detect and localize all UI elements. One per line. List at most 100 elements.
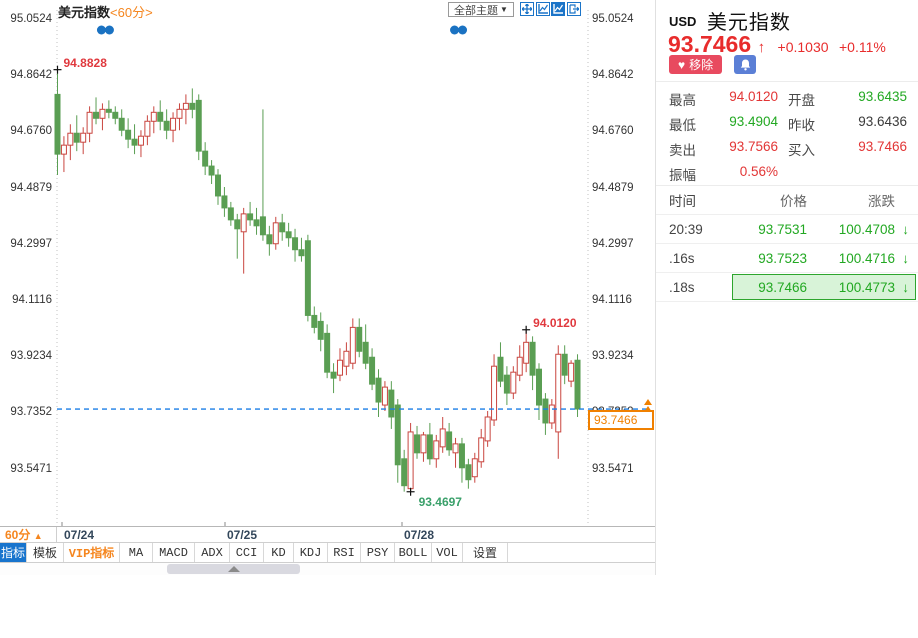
stat-买入: 买入 93.7466 (788, 138, 907, 158)
highlight-box (732, 274, 916, 300)
candlestick-svg (53, 10, 652, 526)
quote-row[interactable]: .18s 93.7466 100.4773 ↓ (656, 273, 918, 302)
alert-bell-button[interactable] (734, 55, 757, 74)
last-price: 93.7466 (668, 31, 752, 57)
chart-title: 美元指数<60分> (58, 2, 153, 21)
quote-change: 100.4773 (838, 279, 895, 295)
quote-time: 20:39 (669, 221, 703, 237)
tab-BOLL[interactable]: BOLL (395, 543, 432, 562)
down-arrow-icon: ↓ (902, 250, 909, 266)
tab-指标[interactable]: 指标 (0, 543, 27, 562)
y-axis-label: 93.9234 (592, 350, 634, 363)
change-absolute: +0.1030 (777, 39, 829, 55)
y-axis-label: 94.6760 (592, 125, 634, 138)
y-axis-label: 93.7352 (10, 406, 52, 419)
axis-chart-icon[interactable] (535, 2, 550, 16)
col-time: 时间 (669, 194, 696, 209)
trading-app: 美元指数<60分> 全部主题 ▼ 95.0524 94.8642 94.6760 94… (0, 0, 918, 575)
popout-icon[interactable] (566, 2, 581, 16)
y-axis-label: 93.5471 (10, 462, 52, 475)
quote-change: 100.4716 (838, 250, 895, 266)
tab-模板[interactable]: 模板 (27, 543, 64, 562)
y-axis-label: 94.4879 (10, 181, 52, 194)
action-buttons: ♥ 移除 (669, 55, 757, 74)
y-axis-label: 94.8642 (10, 69, 52, 82)
x-axis-date-label: 07/28 (404, 528, 435, 542)
quote-panel: USD 美元指数 93.7466 ↑ +0.1030 +0.11% ♥ 移除 最… (655, 0, 918, 575)
candlestick-chart[interactable] (0, 0, 655, 527)
y-axis-label: 94.1116 (592, 294, 632, 306)
remove-button[interactable]: ♥ 移除 (669, 55, 723, 74)
y-axis-label: 94.1116 (12, 294, 52, 306)
x-axis-date-label: 07/25 (227, 528, 258, 542)
timeframe-label: 60分 (5, 528, 31, 542)
tab-MACD[interactable]: MACD (153, 543, 195, 562)
x-axis-row: 60分 ▲ 07/24 07/25 07/28 (0, 526, 655, 543)
tabbar-filler (508, 543, 655, 562)
move-crosshair-icon[interactable] (520, 2, 534, 16)
tab-KDJ[interactable]: KDJ (294, 543, 328, 562)
chevron-up-icon: ▲ (33, 531, 43, 541)
chevron-down-icon: ▼ (500, 5, 508, 14)
tab-ADX[interactable]: ADX (195, 543, 230, 562)
stat-开盘: 开盘 93.6435 (788, 88, 907, 108)
zoom-chart-icon[interactable] (551, 2, 565, 16)
theme-dropdown-label: 全部主题 (454, 4, 499, 17)
tab-KD[interactable]: KD (264, 543, 294, 562)
chart-pane: 美元指数<60分> 全部主题 ▼ 95.0524 94.8642 94.6760 94… (0, 0, 655, 575)
stats-row: 卖出 93.7566 买入 93.7466 (669, 136, 907, 161)
symbol-title: 美元指数 (58, 5, 111, 20)
remove-button-label: 移除 (689, 58, 714, 72)
symbol-header: USD 美元指数 (669, 6, 791, 35)
high-annotation: 94.8828 (63, 55, 107, 70)
tab-VOL[interactable]: VOL (432, 543, 463, 562)
stats-grid: 最高 94.0120 开盘 93.6435 最低 93.4904 昨收 93.6436 卖出 93… (656, 81, 918, 186)
tab-CCI[interactable]: CCI (230, 543, 264, 562)
stat-昨收: 昨收 93.6436 (788, 113, 907, 133)
tab-设置[interactable]: 设置 (463, 543, 508, 562)
change-percent: +0.11% (839, 39, 886, 55)
stat-卖出: 卖出 93.7566 (669, 138, 778, 158)
tab-PSY[interactable]: PSY (361, 543, 395, 562)
symbol-name: 美元指数 (706, 12, 791, 34)
y-axis-label: 93.5471 (592, 462, 634, 475)
bottom-drawer (0, 563, 655, 575)
y-axis-label: 93.9234 (10, 350, 52, 363)
tab-VIP指标[interactable]: VIP指标 (64, 543, 120, 562)
bell-icon (740, 59, 750, 70)
y-axis-label: 94.2997 (10, 237, 52, 250)
quote-change: 100.4708 (838, 221, 895, 237)
price-row: 93.7466 ↑ +0.1030 +0.11% (668, 31, 886, 58)
day-high-annotation: 94.0120 (533, 315, 577, 330)
stats-row: 最高 94.0120 开盘 93.6435 (669, 86, 907, 111)
drawer-expand-handle[interactable] (167, 564, 300, 574)
quote-row[interactable]: 20:39 93.7531 100.4708 ↓ (656, 215, 918, 244)
quote-table: 时间 价格 涨跌 20:39 93.7531 100.4708 ↓ .16s 93.752… (656, 185, 918, 302)
tab-RSI[interactable]: RSI (328, 543, 361, 562)
current-price-tag: 93.7466 (588, 410, 654, 430)
up-arrow-icon: ↑ (757, 39, 766, 56)
y-axis-label: 95.0524 (10, 13, 52, 25)
quote-time: .18s (669, 279, 695, 295)
symbol-code: USD (669, 14, 697, 29)
quote-time: .16s (669, 250, 695, 266)
stat-最低: 最低 93.4904 (669, 113, 778, 133)
y-axis-label: 94.4879 (592, 181, 634, 194)
quote-table-header: 时间 价格 涨跌 (656, 186, 918, 215)
timeframe-selector[interactable]: 60分 ▲ (0, 527, 57, 543)
theme-dropdown[interactable]: 全部主题 ▼ (448, 2, 514, 17)
stat-振幅: 振幅 0.56% (669, 163, 778, 183)
expand-arrow-icon (227, 566, 240, 572)
stats-row: 振幅 0.56% (669, 161, 907, 186)
quote-row[interactable]: .16s 93.7523 100.4716 ↓ (656, 244, 918, 273)
tab-MA[interactable]: MA (120, 543, 153, 562)
y-axis-label: 95.0524 (592, 13, 634, 25)
indicator-tabbar: 指标 模板 VIP指标 MA MACD ADX CCI KD KDJ RSI PSY BOLL VOL 设… (0, 543, 655, 563)
down-arrow-icon: ↓ (902, 279, 909, 295)
down-arrow-icon: ↓ (902, 221, 909, 237)
heart-icon: ♥ (678, 57, 686, 72)
y-axis-label: 94.2997 (592, 237, 634, 250)
col-price: 价格 (780, 194, 807, 209)
period-label: <60分> (110, 5, 153, 20)
y-axis-label: 94.8642 (592, 69, 634, 82)
